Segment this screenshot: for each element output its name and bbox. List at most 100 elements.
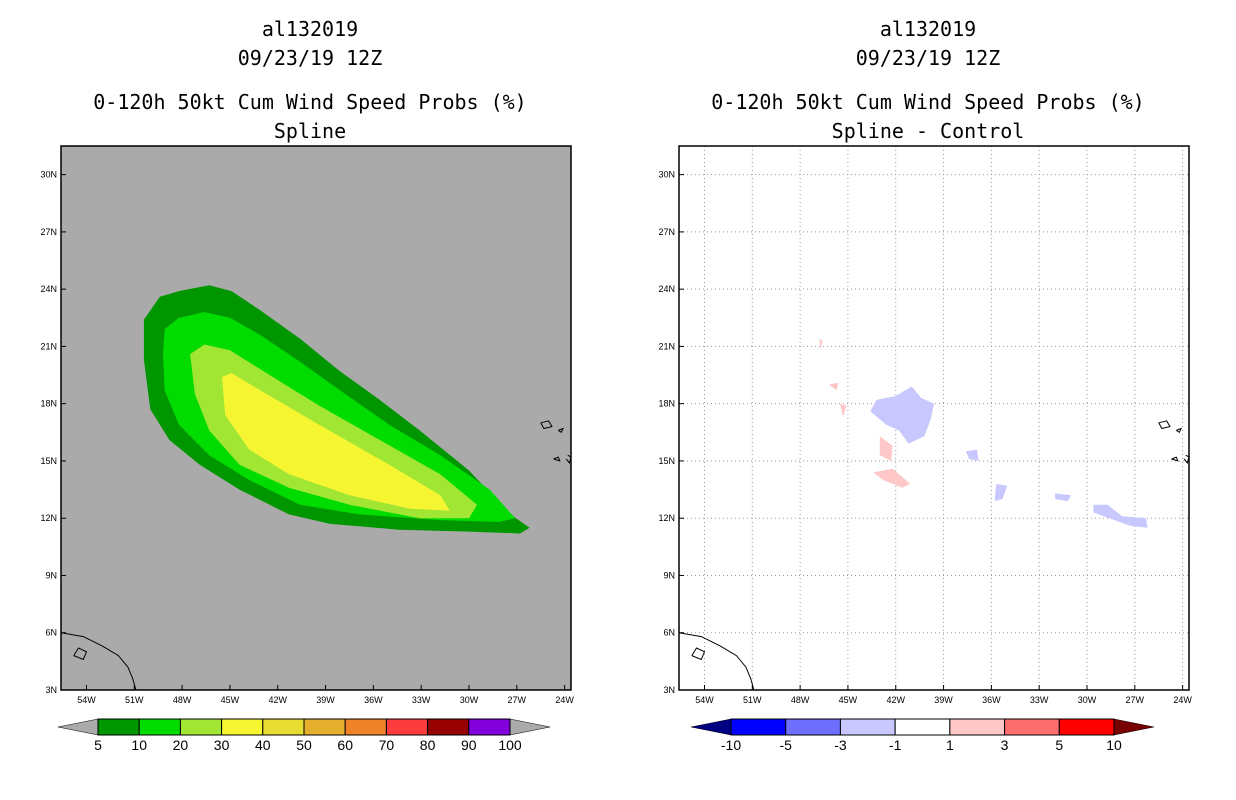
x-tick-label: 30W [460, 695, 479, 705]
x-tick-label: 42W [268, 695, 287, 705]
x-tick-label: 54W [695, 695, 714, 705]
product-title: 0-120h 50kt Cum Wind Speed Probs (%) [711, 90, 1145, 114]
colorbar-label: -10 [721, 737, 741, 753]
x-tick-label: 39W [934, 695, 953, 705]
colorbar-swatch [303, 718, 346, 736]
y-tick-label: 18N [40, 399, 57, 409]
colorbar-label: 3 [1001, 737, 1009, 753]
contour-fill-30 [222, 373, 450, 511]
x-tick-label: 51W [125, 695, 144, 705]
product-title: 0-120h 50kt Cum Wind Speed Probs (%) [93, 90, 527, 114]
colorbar-swatch [949, 718, 1006, 736]
colorbar-label: 60 [337, 737, 353, 753]
x-tick-label: 45W [839, 695, 858, 705]
x-tick-label: 45W [221, 695, 240, 705]
y-tick-label: 9N [45, 570, 57, 580]
plot-frame [60, 145, 572, 691]
colorbar-label: 5 [1055, 737, 1063, 753]
x-tick-label: 48W [791, 695, 810, 705]
plot-area [679, 146, 1189, 690]
colorbar-label: 90 [461, 737, 477, 753]
colorbar-swatch [262, 718, 305, 736]
x-tick-label: 42W [886, 695, 905, 705]
y-tick-label: 9N [663, 570, 675, 580]
subtitle: Spline [273, 119, 347, 143]
x-tick-label: 51W [743, 695, 762, 705]
colorbar-swatch [468, 718, 511, 736]
colorbar-swatch [138, 718, 181, 736]
y-tick-label: 6N [45, 628, 57, 638]
x-tick-label: 54W [77, 695, 96, 705]
colorbar-label: 10 [1106, 737, 1122, 753]
colorbar-swatch [427, 718, 470, 736]
colorbar-swatch [97, 718, 140, 736]
y-tick-label: 18N [658, 399, 675, 409]
coastline [553, 456, 561, 462]
contour-fill-3 [879, 436, 893, 461]
y-tick-label: 21N [40, 341, 57, 351]
coastline [691, 647, 706, 661]
y-tick-label: 24N [658, 284, 675, 294]
colorbar-label: 20 [173, 737, 189, 753]
coastline [1158, 420, 1171, 430]
x-tick-label: 27W [1126, 695, 1145, 705]
colorbar-swatch [179, 718, 223, 736]
contour-fill--3 [870, 386, 934, 444]
colorbar-label: 1 [946, 737, 954, 753]
colorbar-swatch [221, 718, 264, 736]
colorbar-over-triangle [1113, 718, 1155, 736]
contour-fill--3 [1055, 493, 1072, 501]
contour-fill--3 [994, 483, 1008, 501]
x-tick-label: 30W [1078, 695, 1097, 705]
x-tick-label: 27W [508, 695, 527, 705]
contour-fill--3 [1093, 504, 1148, 528]
y-tick-label: 27N [658, 227, 675, 237]
coastline [1183, 454, 1189, 464]
plot-background [679, 146, 1189, 690]
contour-fill-3 [819, 338, 823, 351]
y-tick-label: 21N [658, 341, 675, 351]
date-time: 09/23/19 12Z [855, 46, 1001, 70]
y-tick-label: 15N [658, 456, 675, 466]
x-tick-label: 33W [1030, 695, 1049, 705]
plot-area [61, 285, 571, 690]
contour-fill-3 [873, 468, 911, 488]
y-tick-label: 3N [663, 685, 675, 695]
coastline [1176, 427, 1182, 434]
coastline [1171, 456, 1179, 462]
x-tick-label: 24W [1173, 695, 1192, 705]
left-map-plot: 54W 51W 48W 45W 42W 39W 36W 33W 30W 27W 24W 3N 6N 9N 1… [40, 145, 574, 753]
colorbar-swatch [385, 718, 429, 736]
x-tick-label: 48W [173, 695, 192, 705]
colorbar-label: 100 [498, 737, 522, 753]
colorbar-label: 50 [296, 737, 312, 753]
x-tick-label: 33W [412, 695, 431, 705]
colorbar-label: -3 [834, 737, 847, 753]
y-tick-label: 3N [45, 685, 57, 695]
coastline [558, 427, 564, 434]
colorbar-label: 10 [131, 737, 147, 753]
y-tick-label: 12N [658, 513, 675, 523]
coastline [565, 454, 571, 464]
colorbar-label: -1 [889, 737, 902, 753]
colorbar-swatch [344, 718, 387, 736]
colorbar-under-triangle [57, 718, 99, 736]
y-tick-label: 30N [40, 170, 57, 180]
right-map-plot: 54W 51W 48W 45W 42W 39W 36W 33W 30W 27W 24W 3N 6N 9N 1… [658, 145, 1192, 753]
left-title: al132019 09/23/19 12Z 0-120h 50kt Cum Wi… [10, 15, 610, 146]
colorbar-label: 70 [379, 737, 395, 753]
coastline [73, 647, 88, 661]
contour-fill-3 [828, 382, 839, 391]
x-tick-label: 36W [364, 695, 383, 705]
colorbar-swatch [730, 718, 787, 736]
coastline [540, 420, 553, 430]
colorbar-label: 30 [214, 737, 230, 753]
right-panel-difference: al132019 09/23/19 12Z 0-120h 50kt Cum Wi… [618, 0, 1236, 800]
left-panel-spline: al132019 09/23/19 12Z 0-120h 50kt Cum Wi… [10, 15, 610, 753]
colorbar-swatch [1004, 718, 1060, 736]
colorbar-swatch [1058, 718, 1115, 736]
right-title: al132019 09/23/19 12Z 0-120h 50kt Cum Wi… [628, 15, 1228, 146]
date-time: 09/23/19 12Z [237, 46, 383, 70]
x-tick-label: 39W [316, 695, 335, 705]
colorbar-over-triangle [509, 718, 551, 736]
